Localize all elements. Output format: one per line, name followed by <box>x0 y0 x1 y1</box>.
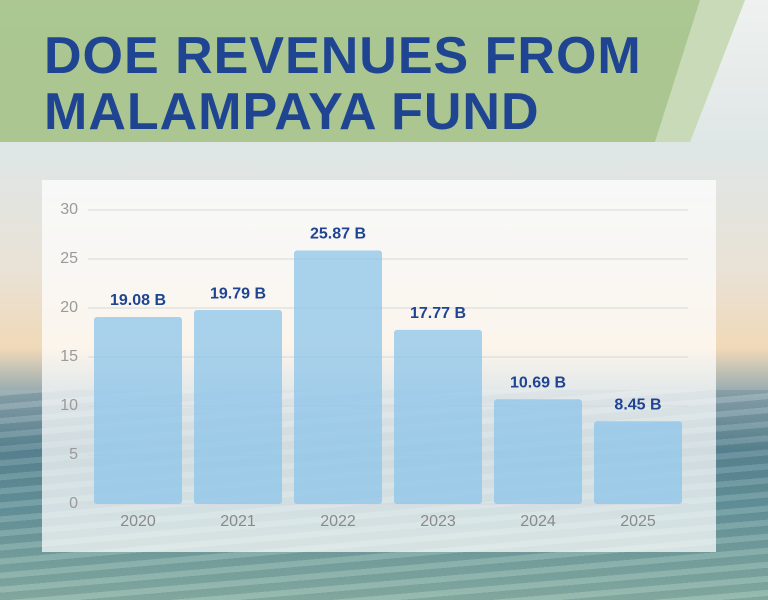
bar <box>294 250 382 504</box>
value-label: 25.87 B <box>310 226 366 243</box>
x-tick-label: 2025 <box>620 513 656 530</box>
y-tick-label: 30 <box>60 201 78 218</box>
x-tick-label: 2023 <box>420 513 456 530</box>
banner-shape <box>0 0 745 142</box>
value-label: 10.69 B <box>510 374 566 391</box>
x-tick-label: 2024 <box>520 513 556 530</box>
x-tick-label: 2020 <box>120 513 156 530</box>
y-tick-label: 15 <box>60 348 78 365</box>
title-banner <box>0 0 745 142</box>
value-label: 17.77 B <box>410 305 466 322</box>
y-tick-label: 20 <box>60 299 78 316</box>
bar <box>594 421 682 504</box>
chart-title: DOE REVENUES FROM MALAMPAYA FUND <box>44 27 642 141</box>
bar <box>394 329 482 504</box>
y-tick-label: 25 <box>60 250 78 267</box>
value-label: 8.45 B <box>614 396 661 413</box>
x-tick-label: 2022 <box>320 513 356 530</box>
bar <box>194 310 282 504</box>
value-label: 19.79 B <box>210 285 266 302</box>
y-tick-label: 10 <box>60 397 78 414</box>
value-label: 19.08 B <box>110 292 166 309</box>
y-tick-label: 5 <box>69 446 78 463</box>
y-tick-label: 0 <box>69 495 78 512</box>
bar <box>94 317 182 504</box>
bar <box>494 399 582 504</box>
x-tick-label: 2021 <box>220 513 256 530</box>
banner-accent <box>655 0 745 142</box>
